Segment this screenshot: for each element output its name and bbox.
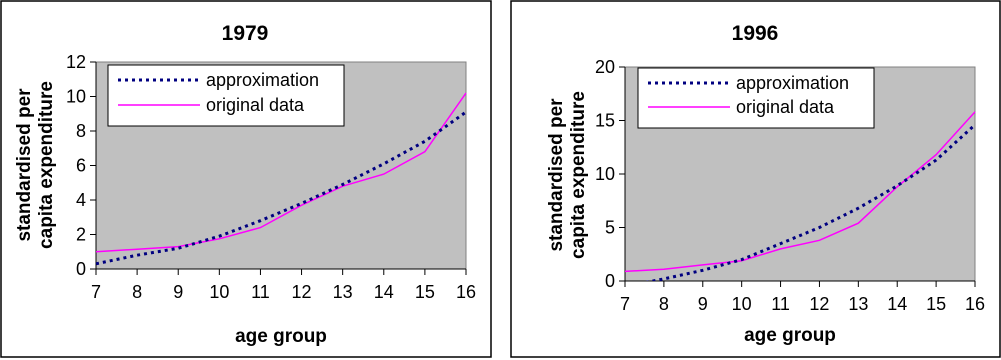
legend-entry-approximation: approximation	[736, 73, 849, 93]
x-tick-label: 16	[965, 294, 985, 314]
y-axis-label-line-2: capita expenditure	[568, 91, 589, 259]
y-tick-label: 2	[76, 225, 86, 245]
chart-1979: 1979 standardised per capita expenditure…	[0, 0, 492, 358]
legend-box	[637, 67, 875, 129]
legend-entry-original-data: original data	[206, 95, 305, 115]
x-tick-label: 15	[926, 294, 946, 314]
y-tick-label: 0	[76, 259, 86, 279]
series-line-approximation	[645, 123, 977, 281]
y-axis-label-line-1: standardised per	[14, 88, 35, 242]
x-tick-label: 14	[887, 294, 907, 314]
chart-1996: 1996 standardised per capita expenditure…	[510, 0, 1001, 358]
legend-entry-approximation: approximation	[206, 70, 319, 90]
y-tick-label: 10	[66, 87, 86, 107]
y-tick-label: 15	[595, 111, 615, 131]
x-tick-label: 10	[732, 294, 752, 314]
series-line-original-data	[625, 111, 976, 273]
series-layer	[96, 92, 467, 266]
chart-title: 1979	[222, 22, 269, 45]
chart-1979-svg: 1979 standardised per capita expenditure…	[0, 0, 492, 358]
axes: 0 5 10 15 20 7 8 9 10 11 12 13 14 15 16	[595, 57, 985, 314]
axes: 0 2 4 6 8 10 12 7 8 9 10 11 12 13 14 15 16	[66, 52, 476, 302]
x-tick-label: 15	[415, 282, 435, 302]
y-axis-label-line-2: capita expenditure	[36, 81, 57, 249]
legend: approximation original data	[107, 64, 345, 127]
x-tick-label: 11	[251, 282, 270, 302]
legend-box	[107, 64, 345, 127]
x-tick-label: 9	[173, 282, 183, 302]
y-tick-label: 0	[605, 271, 615, 291]
chart-title: 1996	[732, 22, 779, 45]
x-tick-label: 10	[209, 282, 229, 302]
y-tick-label: 5	[605, 218, 615, 238]
x-tick-label: 13	[848, 294, 868, 314]
x-tick-label: 13	[333, 282, 353, 302]
legend: approximation original data	[637, 67, 875, 129]
x-tick-label: 9	[698, 294, 708, 314]
chart-1996-svg: 1996 standardised per capita expenditure…	[510, 0, 1001, 358]
y-tick-label: 6	[76, 156, 86, 176]
x-tick-label: 8	[132, 282, 142, 302]
y-axis-label-line-1: standardised per	[546, 98, 567, 252]
series-line-approximation	[96, 110, 467, 266]
x-tick-label: 11	[771, 294, 790, 314]
series-line-original-data	[96, 92, 467, 253]
x-tick-label: 12	[292, 282, 312, 302]
y-tick-label: 20	[595, 57, 615, 77]
x-tick-label: 7	[620, 294, 630, 314]
y-axis-label: standardised per capita expenditure	[14, 81, 57, 249]
y-tick-label: 12	[66, 52, 86, 72]
x-axis-label: age group	[235, 326, 327, 347]
y-tick-label: 8	[76, 121, 86, 141]
x-axis-label: age group	[744, 325, 836, 346]
x-tick-label: 16	[456, 282, 476, 302]
y-axis-label: standardised per capita expenditure	[546, 91, 589, 259]
x-tick-label: 12	[809, 294, 829, 314]
x-tick-label: 8	[659, 294, 669, 314]
y-tick-label: 4	[76, 190, 86, 210]
y-tick-label: 10	[595, 164, 615, 184]
legend-entry-original-data: original data	[736, 97, 835, 117]
x-tick-label: 14	[374, 282, 394, 302]
x-tick-label: 7	[91, 282, 101, 302]
series-layer	[625, 111, 977, 281]
